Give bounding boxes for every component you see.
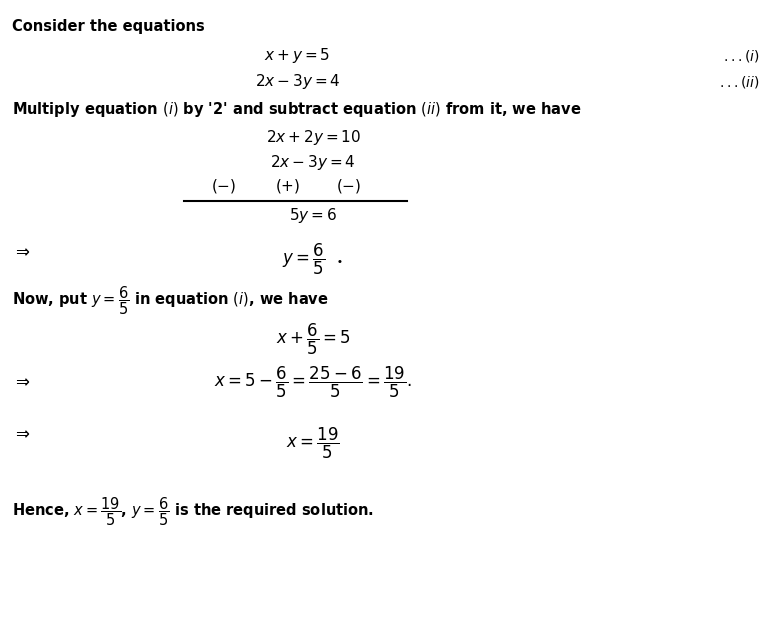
Text: $x + y = 5$: $x + y = 5$	[265, 46, 330, 65]
Text: Multiply equation $(i)$ by '2' and subtract equation $(ii)$ from it, we have: Multiply equation $(i)$ by '2' and subtr…	[12, 100, 581, 118]
Text: $5y = 6$: $5y = 6$	[289, 206, 337, 225]
Text: Consider the equations: Consider the equations	[12, 19, 204, 33]
Text: $\Rightarrow$: $\Rightarrow$	[12, 373, 30, 391]
Text: $(-)$: $(-)$	[336, 177, 361, 195]
Text: $(+)$: $(+)$	[276, 177, 301, 195]
Text: $2x - 3y = 4$: $2x - 3y = 4$	[254, 73, 341, 91]
Text: $2x - 3y = 4$: $2x - 3y = 4$	[270, 153, 356, 172]
Text: Hence, $x = \dfrac{19}{5}$, $y = \dfrac{6}{5}$ is the required solution.: Hence, $x = \dfrac{19}{5}$, $y = \dfrac{…	[12, 495, 373, 528]
Text: $x = \dfrac{19}{5}$: $x = \dfrac{19}{5}$	[287, 426, 340, 461]
Text: $\Rightarrow$: $\Rightarrow$	[12, 243, 30, 260]
Text: $y = \dfrac{6}{5}$  .: $y = \dfrac{6}{5}$ .	[283, 242, 344, 277]
Text: $x + \dfrac{6}{5} = 5$: $x + \dfrac{6}{5} = 5$	[276, 322, 351, 356]
Text: $...(ii)$: $...(ii)$	[719, 74, 760, 90]
Text: $x = 5 - \dfrac{6}{5} = \dfrac{25-6}{5} = \dfrac{19}{5}.$: $x = 5 - \dfrac{6}{5} = \dfrac{25-6}{5} …	[214, 365, 413, 399]
Text: $...(i)$: $...(i)$	[723, 48, 760, 64]
Text: Now, put $y = \dfrac{6}{5}$ in equation $(i)$, we have: Now, put $y = \dfrac{6}{5}$ in equation …	[12, 285, 328, 317]
Text: $\Rightarrow$: $\Rightarrow$	[12, 425, 30, 443]
Text: $(-)$: $(-)$	[211, 177, 236, 195]
Text: $2x + 2y = 10$: $2x + 2y = 10$	[265, 128, 361, 147]
